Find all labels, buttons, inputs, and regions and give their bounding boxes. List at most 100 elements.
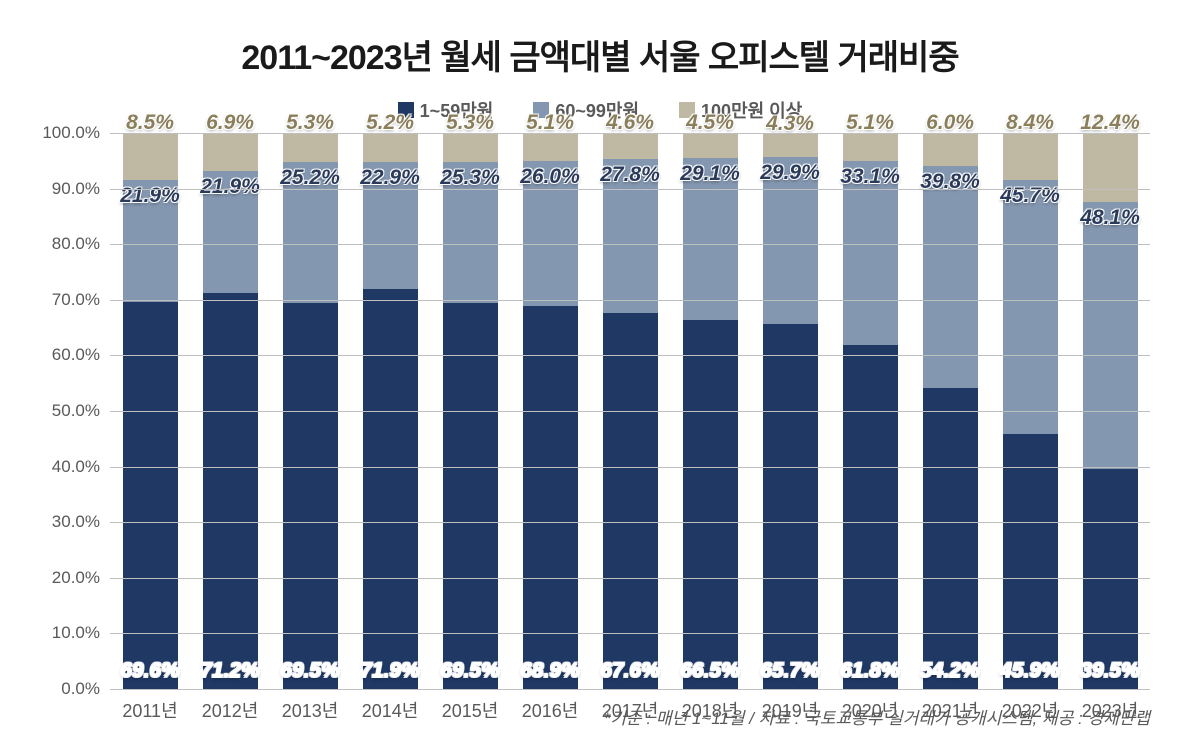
bar-segment: 4.6% bbox=[603, 133, 658, 159]
data-label: 21.9% bbox=[200, 175, 260, 199]
data-label: 6.9% bbox=[206, 111, 254, 135]
bar-segment: 25.2% bbox=[283, 162, 338, 302]
bar-segment: 26.0% bbox=[523, 161, 578, 306]
data-label: 69.5% bbox=[440, 659, 500, 683]
data-label: 27.8% bbox=[600, 163, 660, 187]
bar-segment: 21.9% bbox=[123, 180, 178, 302]
x-axis-label: 2017년 bbox=[602, 689, 659, 723]
data-label: 12.4% bbox=[1080, 111, 1140, 135]
y-axis-label: 90.0% bbox=[52, 179, 110, 199]
data-label: 25.2% bbox=[280, 166, 340, 190]
bar-segment: 5.2% bbox=[363, 133, 418, 162]
x-axis-label: 2011년 bbox=[122, 689, 177, 723]
data-label: 69.6% bbox=[120, 659, 180, 683]
bar-segment: 69.6% bbox=[123, 302, 178, 689]
data-label: 29.1% bbox=[680, 162, 740, 186]
x-axis-label: 2021년 bbox=[922, 689, 979, 723]
grid-line bbox=[110, 522, 1150, 523]
data-label: 26.0% bbox=[520, 165, 580, 189]
grid-line bbox=[110, 578, 1150, 579]
grid-line bbox=[110, 355, 1150, 356]
grid-line bbox=[110, 189, 1150, 190]
data-label: 22.9% bbox=[360, 166, 420, 190]
data-label: 39.8% bbox=[920, 170, 980, 194]
bar-segment: 29.9% bbox=[763, 157, 818, 323]
bar-segment: 71.9% bbox=[363, 289, 418, 689]
y-axis-label: 70.0% bbox=[52, 290, 110, 310]
data-label: 5.1% bbox=[526, 111, 574, 135]
x-axis-label: 2023년 bbox=[1082, 689, 1139, 723]
x-axis-label: 2018년 bbox=[682, 689, 739, 723]
data-label: 71.9% bbox=[360, 659, 420, 683]
y-axis-label: 10.0% bbox=[52, 623, 110, 643]
bar-segment: 69.5% bbox=[443, 303, 498, 689]
data-label: 6.0% bbox=[926, 111, 974, 135]
data-label: 5.3% bbox=[286, 111, 334, 135]
bar-segment: 61.8% bbox=[843, 345, 898, 689]
data-label: 66.5% bbox=[680, 659, 740, 683]
data-label: 5.1% bbox=[846, 111, 894, 135]
x-axis-label: 2016년 bbox=[522, 689, 579, 723]
y-axis-label: 50.0% bbox=[52, 401, 110, 421]
bar-segment: 45.7% bbox=[1003, 180, 1058, 434]
bar-segment: 5.1% bbox=[843, 133, 898, 161]
bar-segment: 27.8% bbox=[603, 159, 658, 314]
data-label: 4.5% bbox=[686, 111, 734, 135]
x-axis-label: 2022년 bbox=[1002, 689, 1059, 723]
grid-line bbox=[110, 300, 1150, 301]
data-label: 67.6% bbox=[600, 659, 660, 683]
y-axis-label: 100.0% bbox=[42, 123, 110, 143]
x-axis-label: 2020년 bbox=[842, 689, 899, 723]
bar-segment: 45.9% bbox=[1003, 434, 1058, 689]
bar-segment: 68.9% bbox=[523, 306, 578, 689]
data-label: 5.3% bbox=[446, 111, 494, 135]
data-label: 61.8% bbox=[840, 659, 900, 683]
grid-line bbox=[110, 244, 1150, 245]
y-axis-label: 20.0% bbox=[52, 568, 110, 588]
bar-segment: 5.3% bbox=[443, 133, 498, 162]
y-axis-label: 40.0% bbox=[52, 457, 110, 477]
data-label: 69.5% bbox=[280, 659, 340, 683]
data-label: 39.5% bbox=[1080, 659, 1140, 683]
grid-line bbox=[110, 467, 1150, 468]
grid-line bbox=[110, 411, 1150, 412]
bar-segment: 48.1% bbox=[1083, 202, 1138, 469]
bar-segment: 4.5% bbox=[683, 133, 738, 158]
bar-segment: 29.1% bbox=[683, 158, 738, 320]
chart-container: 2011~2023년 월세 금액대별 서울 오피스텔 거래비중 1~59만원60… bbox=[0, 0, 1200, 749]
bar-segment: 8.5% bbox=[123, 133, 178, 180]
data-label: 5.2% bbox=[366, 111, 414, 135]
bar-segment: 71.2% bbox=[203, 293, 258, 689]
data-label: 45.9% bbox=[1000, 659, 1060, 683]
bar-segment: 6.0% bbox=[923, 133, 978, 166]
grid-line bbox=[110, 689, 1150, 690]
data-label: 48.1% bbox=[1080, 206, 1140, 230]
bar-segment: 8.4% bbox=[1003, 133, 1058, 180]
data-label: 54.2% bbox=[920, 659, 980, 683]
data-label: 4.3% bbox=[766, 112, 814, 136]
bar-segment: 54.2% bbox=[923, 388, 978, 689]
data-label: 4.6% bbox=[606, 111, 654, 135]
data-label: 8.5% bbox=[126, 111, 174, 135]
y-axis-label: 80.0% bbox=[52, 234, 110, 254]
data-label: 65.7% bbox=[760, 659, 820, 683]
bar-segment: 12.4% bbox=[1083, 133, 1138, 202]
bar-segment: 69.5% bbox=[283, 303, 338, 689]
bar-segment: 5.1% bbox=[523, 133, 578, 161]
data-label: 33.1% bbox=[840, 165, 900, 189]
x-axis-label: 2019년 bbox=[762, 689, 819, 723]
data-label: 45.7% bbox=[1000, 184, 1060, 208]
x-axis-label: 2015년 bbox=[442, 689, 499, 723]
y-axis-label: 0.0% bbox=[61, 679, 110, 699]
bar-segment: 21.9% bbox=[203, 171, 258, 293]
chart-title: 2011~2023년 월세 금액대별 서울 오피스텔 거래비중 bbox=[40, 30, 1160, 79]
plot-area: 2011년69.6%21.9%8.5%2012년71.2%21.9%6.9%20… bbox=[110, 133, 1150, 689]
x-axis-label: 2014년 bbox=[362, 689, 419, 723]
bar-segment: 22.9% bbox=[363, 162, 418, 289]
bar-segment: 39.5% bbox=[1083, 469, 1138, 689]
data-label: 71.2% bbox=[200, 659, 260, 683]
grid-line bbox=[110, 633, 1150, 634]
x-axis-label: 2012년 bbox=[202, 689, 259, 723]
bar-segment: 6.9% bbox=[203, 133, 258, 171]
bar-segment: 25.3% bbox=[443, 162, 498, 303]
